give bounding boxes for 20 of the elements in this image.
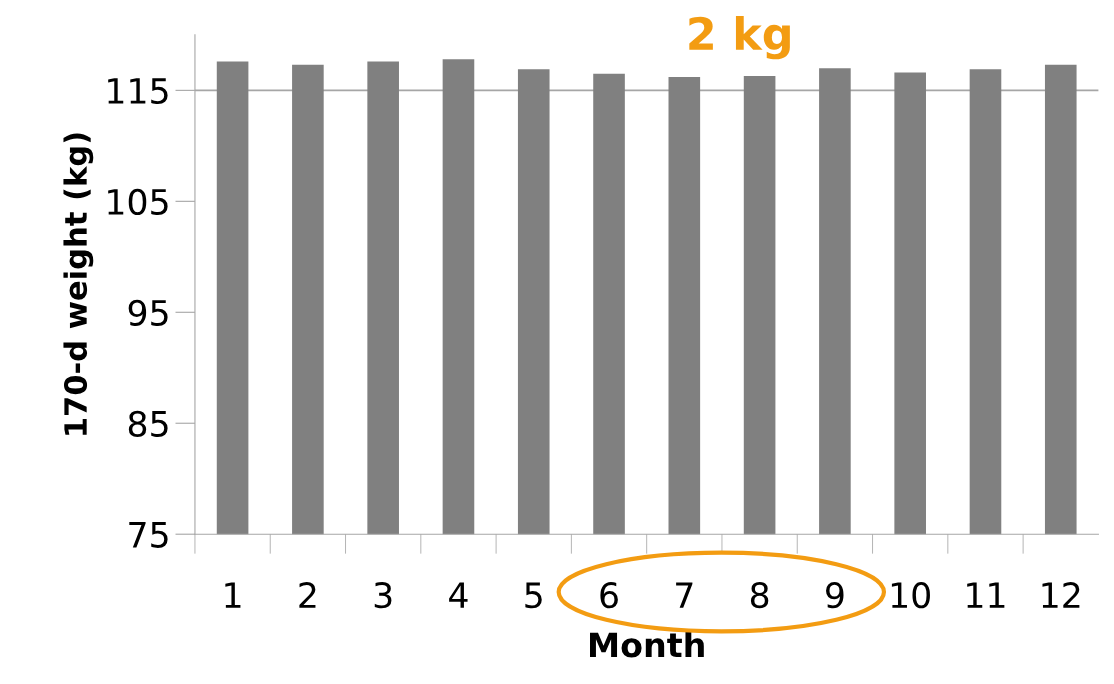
x-tick-label: 5 <box>525 582 542 609</box>
x-axis-title: Month <box>590 631 704 658</box>
y-tick-label: 85 <box>128 410 168 437</box>
annotation: 2 kg <box>689 15 790 60</box>
x-tick-label: 12 <box>1042 582 1080 608</box>
x-tick-label: 1 <box>225 582 241 608</box>
y-axis-title: 170-d weight (kg) <box>63 133 94 435</box>
y-tick-label: 75 <box>129 522 168 548</box>
y-tick-label: 95 <box>128 299 168 326</box>
x-tick-label: 8 <box>750 582 769 609</box>
x-tick-label: 7 <box>676 582 693 608</box>
y-tick-label: 105 <box>108 188 168 216</box>
x-tick-label: 6 <box>600 582 618 609</box>
y-tick-label: 115 <box>108 78 168 105</box>
x-tick-label: 2 <box>299 582 316 608</box>
x-tick-label: 11 <box>967 582 1005 608</box>
x-tick-label: 9 <box>826 582 844 609</box>
x-tick-label: 3 <box>374 582 392 609</box>
x-tick-label: 10 <box>891 582 930 609</box>
x-tick-label: 4 <box>449 582 468 608</box>
